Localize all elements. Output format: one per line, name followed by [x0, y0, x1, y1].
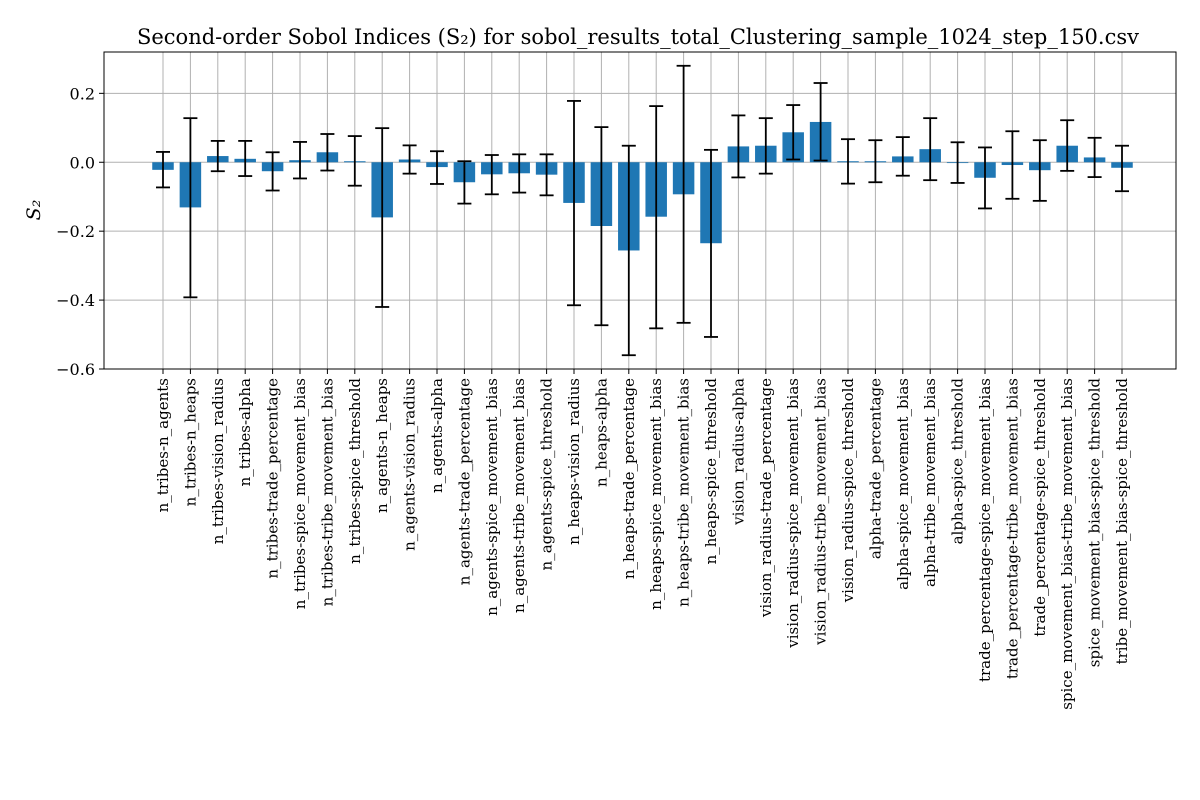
x-tick-label: n_tribes-trade_percentage [264, 378, 282, 579]
x-tick-label: n_agents-spice_threshold [538, 378, 556, 571]
x-tick-label: n_tribes-spice_threshold [346, 378, 364, 564]
y-tick-label: −0.6 [56, 360, 95, 379]
y-tick-label: −0.2 [56, 222, 95, 241]
x-tick-label: n_agents-tribe_movement_bias [510, 378, 528, 613]
x-tick-label: alpha-spice_threshold [949, 378, 967, 545]
x-tick-label: spice_movement_bias-tribe_movement_bias [1058, 378, 1076, 710]
x-tick-label: vision_radius-trade_percentage [757, 378, 775, 618]
x-tick-label: vision_radius-tribe_movement_bias [812, 378, 830, 646]
x-tick-label: n_tribes-n_agents [154, 378, 172, 512]
x-tick-label: n_agents-spice_movement_bias [483, 378, 501, 616]
x-axis-ticks: n_tribes-n_agents n_tribes-n_heaps n_tribe… [154, 369, 1131, 710]
error-bar-layer [156, 64, 1129, 357]
x-tick-label: n_agents-trade_percentage [455, 378, 473, 585]
x-tick-label: n_agents-n_heaps [373, 378, 391, 513]
y-axis-label: S₂ [23, 200, 45, 221]
x-tick-label: n_heaps-tribe_movement_bias [675, 378, 693, 607]
x-tick-label: vision_radius-spice_movement_bias [784, 378, 802, 649]
x-tick-label: n_heaps-spice_threshold [702, 378, 720, 565]
x-tick-label: tribe_movement_bias-spice_threshold [1113, 378, 1131, 665]
x-tick-label: n_heaps-trade_percentage [620, 378, 638, 579]
x-tick-label: n_tribes-tribe_movement_bias [318, 378, 336, 606]
y-tick-label: 0.0 [70, 153, 95, 172]
x-tick-label: trade_percentage-spice_threshold [1031, 378, 1049, 637]
y-tick-label: −0.4 [56, 291, 95, 310]
x-tick-label: trade_percentage-spice_movement_bias [976, 378, 994, 682]
x-tick-label: n_heaps-spice_movement_bias [647, 378, 665, 610]
x-tick-label: n_agents-vision_radius [401, 378, 419, 551]
x-tick-label: alpha-tribe_movement_bias [921, 378, 939, 587]
x-tick-label: n_tribes-vision_radius [209, 378, 227, 544]
x-tick-label: trade_percentage-tribe_movement_bias [1003, 378, 1021, 679]
x-tick-label: vision_radius-alpha [729, 378, 747, 526]
x-tick-label: alpha-spice_movement_bias [894, 378, 912, 590]
y-tick-label: 0.2 [70, 84, 95, 103]
x-tick-label: n_tribes-alpha [236, 378, 254, 486]
x-tick-label: n_heaps-vision_radius [565, 378, 583, 545]
x-tick-label: n_tribes-n_heaps [181, 378, 199, 506]
chart-title: Second-order Sobol Indices (S₂) for sobo… [137, 25, 1139, 49]
plot-frame [103, 51, 1177, 370]
x-tick-label: n_tribes-spice_movement_bias [291, 378, 309, 609]
y-axis-ticks: −0.6 −0.4 −0.2 0.0 0.2 [56, 84, 104, 379]
x-tick-label: vision_radius-spice_threshold [839, 378, 857, 604]
x-tick-label: alpha-trade_percentage [866, 378, 884, 559]
x-tick-label: spice_movement_bias-spice_threshold [1086, 378, 1104, 668]
x-tick-label: n_agents-alpha [428, 378, 446, 493]
grid-layer [104, 52, 1176, 370]
x-tick-label: n_heaps-alpha [592, 378, 610, 487]
